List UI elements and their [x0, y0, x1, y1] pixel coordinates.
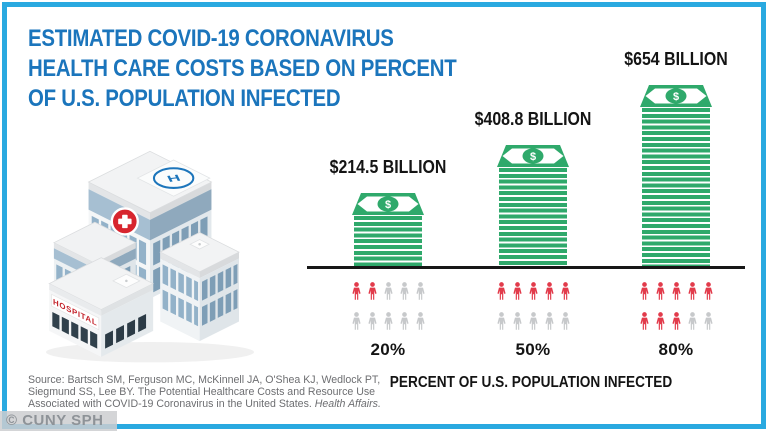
person-icon [415, 282, 425, 300]
money-bill-top-icon: $ [352, 193, 424, 215]
person-icon [399, 312, 409, 330]
source-line-1: Source: Bartsch SM, Ferguson MC, McKinne… [28, 374, 381, 386]
svg-text:$: $ [530, 151, 536, 163]
bar-value-label: $654 BILLION [624, 48, 728, 69]
bar-value-label: $408.8 BILLION [474, 108, 592, 129]
person-icon [560, 282, 570, 300]
svg-text:$: $ [673, 91, 679, 103]
money-bill-top-icon: $ [497, 145, 569, 167]
money-stack: $ [496, 144, 570, 266]
person-icon [671, 312, 681, 330]
pictogram-row [495, 308, 572, 334]
person-icon [528, 282, 538, 300]
person-icon [703, 312, 713, 330]
person-icon [687, 282, 697, 300]
bar-value-label: $214.5 BILLION [329, 156, 447, 177]
helipad: H [136, 159, 211, 197]
person-icon [367, 282, 377, 300]
red-cross-icon [110, 207, 139, 236]
journal-name: Health Affairs. [314, 398, 381, 411]
money-stack-body [642, 108, 710, 266]
pictogram-row [350, 308, 427, 334]
hospital-illustration: H [46, 150, 254, 363]
person-icon [655, 312, 665, 330]
chart-baseline [307, 266, 745, 269]
pictogram-group [495, 278, 572, 338]
hospital-right-tower [159, 232, 240, 342]
person-icon [383, 282, 393, 300]
source-line-2: Siegmund SS, Lee BY. The Potential Healt… [28, 386, 376, 399]
svg-text:$: $ [385, 199, 391, 211]
person-icon [687, 312, 697, 330]
x-axis-label: PERCENT OF U.S. POPULATION INFECTED [389, 374, 673, 391]
person-icon [544, 312, 554, 330]
title-line-1: ESTIMATED COVID-19 CORONAVIRUS [28, 25, 394, 52]
person-icon [639, 282, 649, 300]
person-icon [655, 282, 665, 300]
person-icon [367, 312, 377, 330]
person-icon [544, 282, 554, 300]
helipad-h: H [165, 173, 182, 184]
person-icon [383, 312, 393, 330]
person-icon [351, 312, 361, 330]
money-stack: $ [639, 84, 713, 266]
person-icon [639, 312, 649, 330]
category-label: 50% [515, 340, 551, 359]
person-icon [560, 312, 570, 330]
person-icon [512, 312, 522, 330]
person-icon [512, 282, 522, 300]
hospital-sign [51, 293, 100, 331]
money-bill-top-icon: $ [640, 85, 712, 107]
category-label: 80% [658, 340, 694, 359]
person-icon [671, 282, 681, 300]
title-line-3: OF U.S. POPULATION INFECTED [28, 85, 341, 112]
watermark-cuny-sph: © CUNY SPH [0, 411, 118, 431]
pictogram-group [350, 278, 427, 338]
hospital-shadow [46, 341, 254, 363]
infographic-title: ESTIMATED COVID-19 CORONAVIRUS HEALTH CA… [28, 24, 457, 114]
person-icon [496, 282, 506, 300]
chart: $ $214.5 BILLION 20% $ $408.8 BILLION 50% $ $65… [300, 0, 762, 432]
hospital-front-building: HOSPITAL [48, 257, 155, 357]
person-icon [399, 282, 409, 300]
money-stack-body [499, 168, 567, 266]
person-icon [703, 282, 713, 300]
person-icon [528, 312, 538, 330]
person-icon [496, 312, 506, 330]
source-line-3: Associated with COVID-19 Coronavirus in … [28, 398, 381, 411]
pictogram-row [495, 278, 572, 304]
title-line-2: HEALTH CARE COSTS BASED ON PERCENT [28, 55, 457, 82]
pictogram-row [638, 308, 715, 334]
pictogram-group [638, 278, 715, 338]
category-label: 20% [370, 340, 406, 359]
money-stack: $ [351, 192, 425, 266]
money-stack-body [354, 216, 422, 266]
source-citation: Source: Bartsch SM, Ferguson MC, McKinne… [28, 374, 381, 411]
pictogram-row [638, 278, 715, 304]
person-icon [351, 282, 361, 300]
pictogram-row [350, 278, 427, 304]
person-icon [415, 312, 425, 330]
